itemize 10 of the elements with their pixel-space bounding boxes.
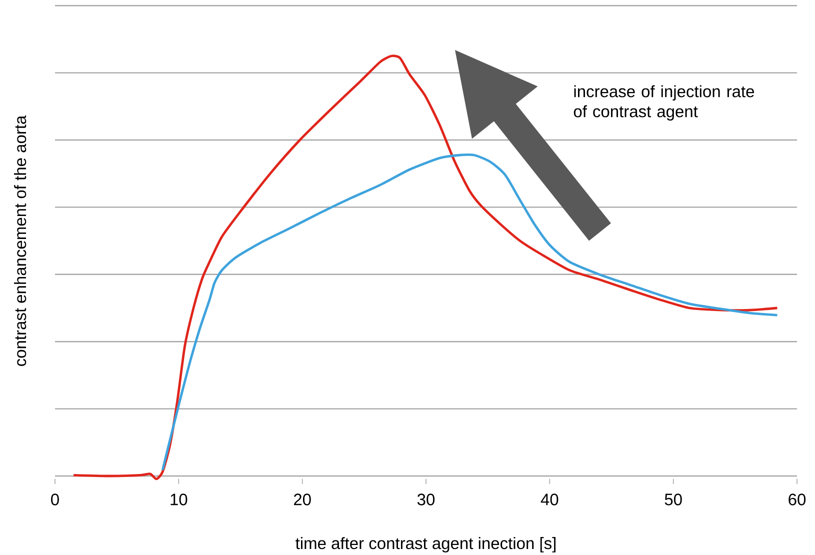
x-tick-label: 10 (170, 494, 188, 506)
annotation: increase of injection rate of contrast agent (574, 85, 754, 121)
x-tick-label: 20 (294, 494, 311, 506)
x-axis-title: time after contrast agent inection [s] (296, 537, 556, 552)
x-tick-label: 30 (417, 494, 435, 506)
x-tick-label: 60 (788, 494, 806, 506)
y-axis-title: contrast enhancement of the aorta (14, 115, 26, 366)
x-tick-label: 50 (664, 494, 682, 506)
x-tick-label: 40 (540, 494, 558, 506)
x-tick-label: 0 (51, 494, 59, 506)
